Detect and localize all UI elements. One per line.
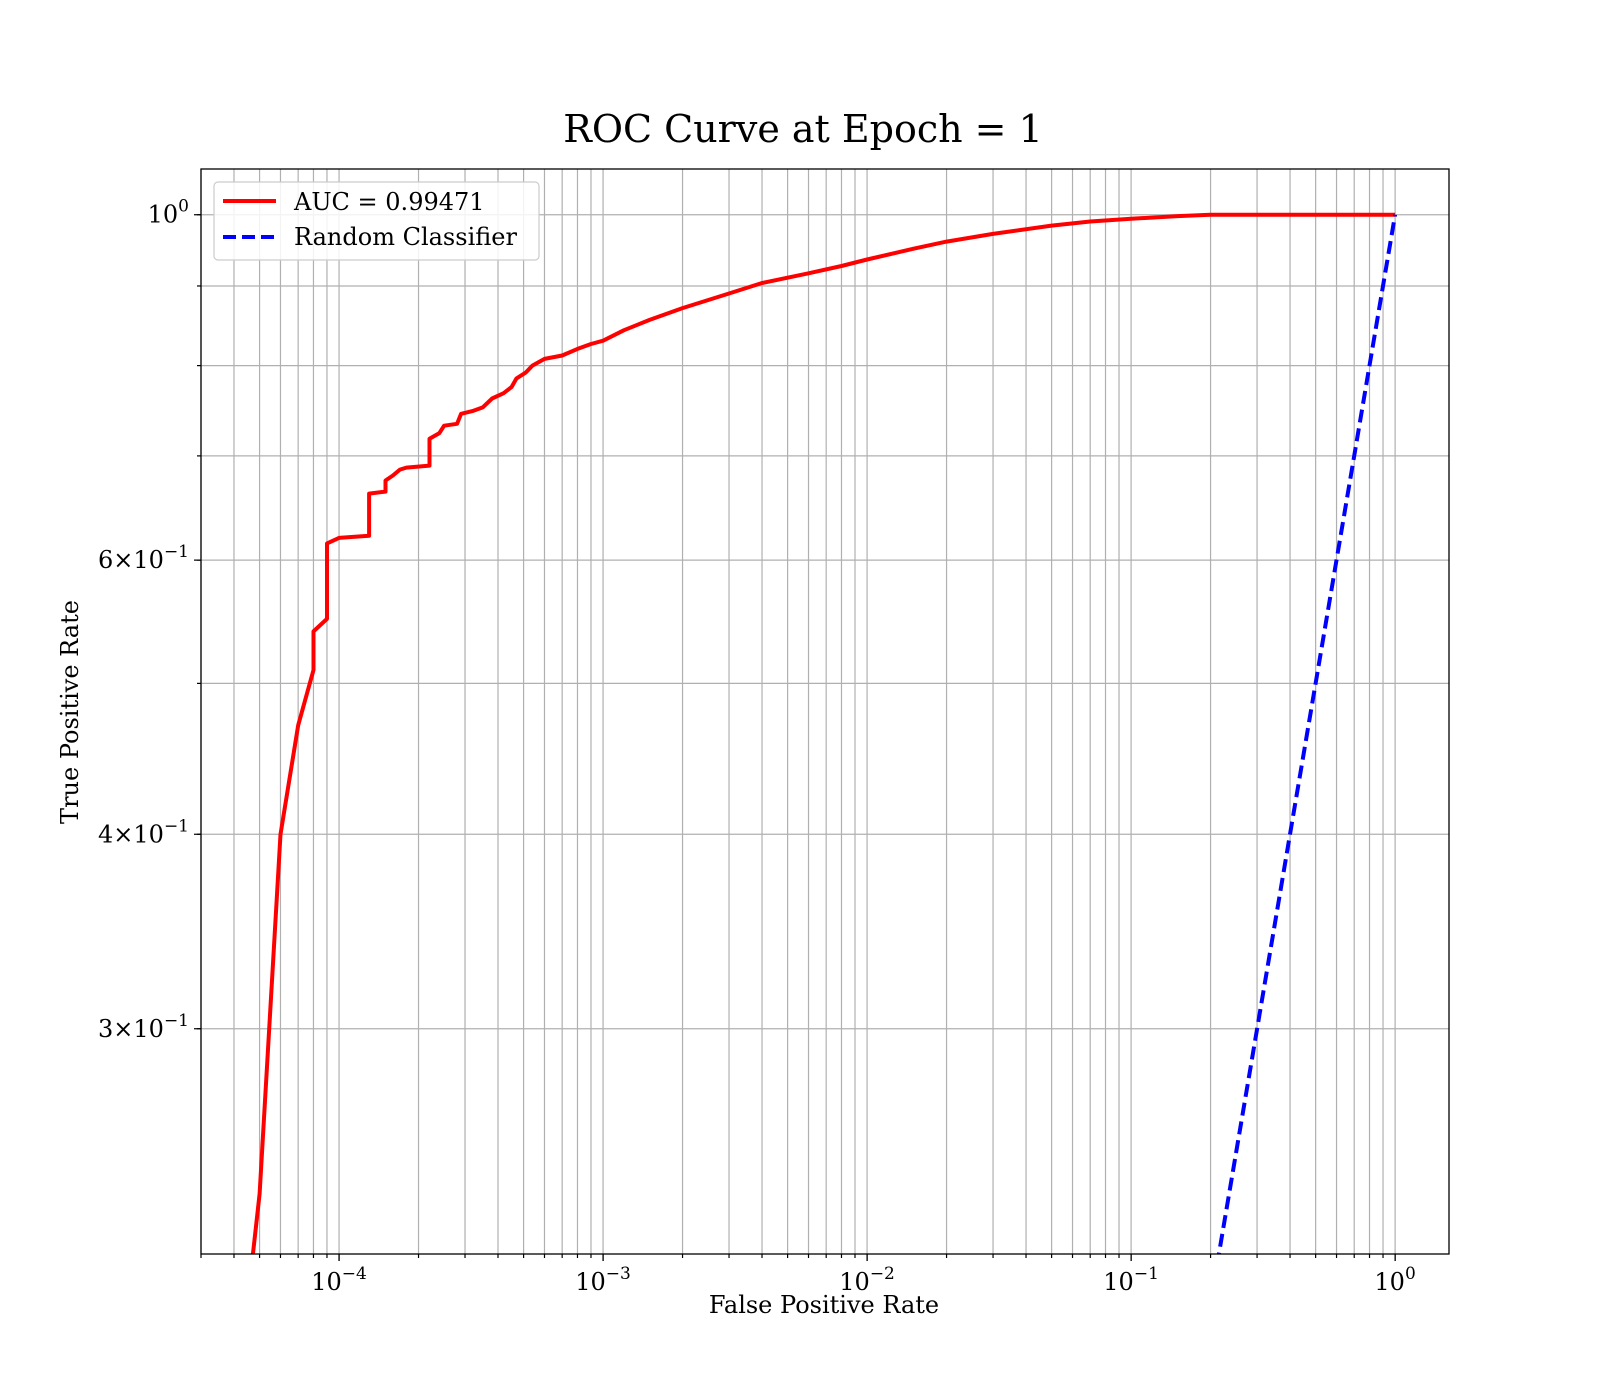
- x-tick-label: 100: [1374, 1264, 1415, 1296]
- x-axis-label: False Positive Rate: [709, 1291, 939, 1319]
- y-axis-ticks: 3×10−1 4×10−1 6×10−1 100: [98, 197, 201, 1043]
- x-tick-label: 10−1: [1103, 1264, 1159, 1296]
- x-tick-label: 10−3: [575, 1264, 631, 1296]
- random-classifier-line: [1216, 214, 1398, 1254]
- x-tick-label: 10−4: [311, 1264, 367, 1296]
- x-tick-label: 10−2: [839, 1264, 895, 1296]
- y-tick-label: 100: [148, 197, 189, 229]
- roc-curve-line: [250, 212, 1396, 1254]
- x-axis-ticks: 10−4 10−3 10−2 10−1 100: [200, 1254, 1416, 1296]
- legend: AUC = 0.99471 Random Classifier: [213, 181, 540, 261]
- legend-label-random: Random Classifier: [294, 223, 517, 251]
- legend-box: [213, 181, 540, 261]
- y-tick-label: 3×10−1: [98, 1011, 189, 1043]
- y-axis-label: True Positive Rate: [56, 600, 84, 824]
- y-tick-label: 6×10−1: [98, 542, 189, 574]
- chart-title: ROC Curve at Epoch = 1: [563, 107, 1043, 151]
- plot-lines: [250, 212, 1398, 1254]
- legend-label-auc: AUC = 0.99471: [293, 188, 485, 216]
- grid: [200, 169, 1449, 1254]
- plot-frame: [200, 168, 1450, 1255]
- series-group: [250, 212, 1398, 1254]
- y-tick-label: 4×10−1: [98, 816, 189, 848]
